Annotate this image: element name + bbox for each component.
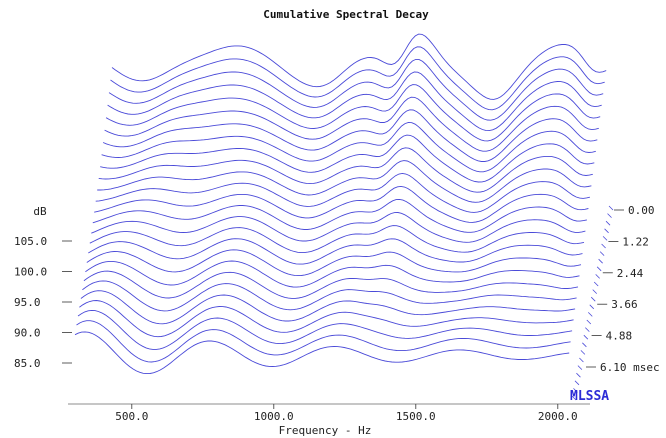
decay-slice xyxy=(74,331,570,375)
time-edge-tick xyxy=(596,266,602,272)
decay-slices xyxy=(74,33,614,401)
time-edge-tick xyxy=(590,296,596,302)
time-edge-tick xyxy=(595,274,600,279)
time-edge-tick xyxy=(583,334,589,340)
time-edge-tick xyxy=(587,312,593,317)
y-tick-label: 85.0 xyxy=(14,357,41,370)
time-tick-label: 6.10 msec xyxy=(600,361,660,374)
time-tick-label: 1.22 xyxy=(622,235,649,248)
decay-slice xyxy=(100,134,595,183)
time-edge-tick xyxy=(592,289,598,294)
time-tick-label: 4.88 xyxy=(606,330,633,343)
decay-slice xyxy=(89,225,585,254)
decay-slice xyxy=(92,198,587,233)
decay-slice xyxy=(108,58,604,121)
decay-slice xyxy=(77,309,573,350)
time-edge-tick xyxy=(574,380,580,386)
time-edge-tick xyxy=(602,236,608,241)
decay-slice xyxy=(110,46,605,111)
time-edge-tick xyxy=(598,258,603,264)
x-tick-label: 1000.0 xyxy=(254,410,294,423)
decay-slice xyxy=(86,249,582,277)
decay-slice xyxy=(76,320,571,363)
brand-label: MLSSA xyxy=(570,389,609,404)
decay-slice xyxy=(82,280,577,312)
time-tick-label: 3.66 xyxy=(611,298,638,311)
y-axis: dB 105.0 100.0 95.0 90.0 85.0 xyxy=(14,205,72,370)
time-edge-tick xyxy=(604,228,609,234)
decay-slice xyxy=(111,33,607,100)
time-edge-tick xyxy=(577,365,583,370)
time-axis: 0.00 1.22 2.44 3.66 4.88 6.10 msec xyxy=(586,204,660,374)
decay-slice xyxy=(83,270,579,299)
y-tick-label: 95.0 xyxy=(14,296,41,309)
decay-slice xyxy=(85,260,580,288)
time-edge-tick xyxy=(607,213,612,218)
decay-slice xyxy=(102,109,598,162)
x-tick-label: 2000.0 xyxy=(538,410,578,423)
chart-title: Cumulative Spectral Decay xyxy=(263,8,429,21)
y-tick-label: 100.0 xyxy=(14,266,47,279)
x-tick-label: 500.0 xyxy=(115,410,148,423)
time-edge-tick xyxy=(589,304,595,310)
decay-slice xyxy=(80,290,576,325)
time-edge-tick xyxy=(573,388,578,393)
time-edge-tick xyxy=(571,395,577,401)
time-edge-tick xyxy=(576,372,581,378)
x-axis-label: Frequency - Hz xyxy=(279,424,372,437)
time-edge-tick xyxy=(585,327,590,332)
decay-slice xyxy=(107,71,602,132)
decay-slice xyxy=(79,300,574,338)
y-axis-unit: dB xyxy=(33,205,47,218)
time-edge-tick xyxy=(582,342,587,348)
time-edge-tick xyxy=(601,243,606,249)
decay-slice xyxy=(91,212,586,243)
x-tick-label: 1500.0 xyxy=(396,410,436,423)
decay-slice xyxy=(105,84,601,142)
decay-slice xyxy=(88,238,583,265)
time-edge-tick xyxy=(579,357,584,363)
x-axis: Frequency - Hz 500.0 1000.0 1500.0 2000.0 xyxy=(68,403,590,437)
decay-slice xyxy=(101,121,596,173)
time-edge-tick xyxy=(580,350,586,355)
decay-slice xyxy=(94,185,589,223)
time-edge-tick xyxy=(599,251,605,256)
decay-slice xyxy=(95,172,590,213)
decay-slice xyxy=(97,160,592,203)
time-edge-tick xyxy=(586,319,592,325)
time-tick-label: 0.00 xyxy=(628,204,655,217)
y-tick-label: 105.0 xyxy=(14,235,47,248)
time-edge-tick xyxy=(608,205,614,211)
time-tick-label: 2.44 xyxy=(617,267,644,280)
y-tick-label: 90.0 xyxy=(14,327,41,340)
decay-slice xyxy=(104,96,599,152)
decay-slice xyxy=(98,147,593,193)
time-edge-tick xyxy=(605,220,611,226)
time-edge-tick xyxy=(593,281,599,287)
